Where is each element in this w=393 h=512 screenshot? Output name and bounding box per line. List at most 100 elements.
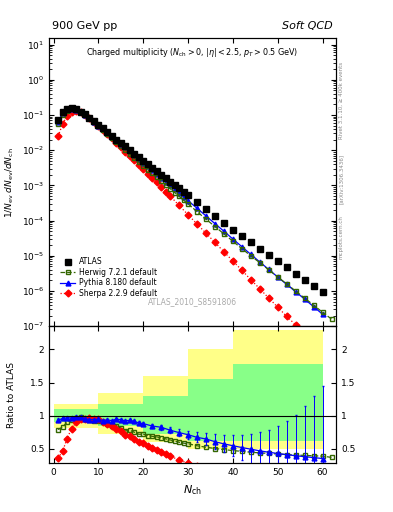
Pythia 8.180 default [69,106,74,112]
Herwig 7.2.1 default [285,281,289,287]
Herwig 7.2.1 default [172,189,177,196]
ATLAS [110,133,114,139]
Text: ATLAS_2010_S8591806: ATLAS_2010_S8591806 [148,297,237,306]
Pythia 8.180 default [172,186,177,193]
Pythia 8.180 default [285,281,289,287]
Herwig 7.2.1 default [159,178,163,184]
Herwig 7.2.1 default [329,316,334,322]
Pythia 8.180 default [257,259,262,265]
Pythia 8.180 default [136,156,141,162]
Text: Charged multiplicity ($N_\mathrm{ch}>0$, $|\eta|<2.5$, $p_T>0.5$ GeV): Charged multiplicity ($N_\mathrm{ch}>0$,… [86,46,299,58]
Line: Sherpa 2.2.9 default: Sherpa 2.2.9 default [56,109,298,327]
Herwig 7.2.1 default [101,127,105,133]
Herwig 7.2.1 default [92,119,96,125]
Pythia 8.180 default [114,137,119,143]
Herwig 7.2.1 default [320,309,325,315]
Sherpa 2.2.9 default [114,140,119,146]
ATLAS [248,240,253,246]
X-axis label: $N_\mathrm{ch}$: $N_\mathrm{ch}$ [183,483,202,497]
ATLAS [105,129,110,135]
ATLAS [231,227,235,233]
Sherpa 2.2.9 default [132,157,137,163]
Sherpa 2.2.9 default [222,249,226,255]
Pythia 8.180 default [119,141,123,147]
ATLAS [177,185,182,191]
Pythia 8.180 default [145,163,150,169]
Herwig 7.2.1 default [110,135,114,141]
Pythia 8.180 default [163,179,168,185]
Sherpa 2.2.9 default [186,211,191,218]
Pythia 8.180 default [83,112,87,118]
Pythia 8.180 default [302,296,307,302]
Pythia 8.180 default [231,236,235,242]
Sherpa 2.2.9 default [266,295,271,301]
Text: 900 GeV pp: 900 GeV pp [52,21,117,31]
ATLAS [222,220,226,226]
Herwig 7.2.1 default [222,231,226,237]
ATLAS [204,206,208,212]
Sherpa 2.2.9 default [65,113,70,119]
Herwig 7.2.1 default [105,131,110,137]
Y-axis label: Ratio to ATLAS: Ratio to ATLAS [7,362,16,428]
ATLAS [101,125,105,132]
Line: Herwig 7.2.1 default: Herwig 7.2.1 default [56,107,334,322]
ATLAS [186,193,191,199]
Herwig 7.2.1 default [266,267,271,273]
Pythia 8.180 default [154,171,159,177]
Text: mcplots.cern.ch: mcplots.cern.ch [339,215,344,259]
Text: Soft QCD: Soft QCD [283,21,333,31]
Sherpa 2.2.9 default [136,162,141,168]
Herwig 7.2.1 default [145,166,150,173]
ATLAS [87,115,92,121]
Herwig 7.2.1 default [257,260,262,266]
ATLAS [114,137,119,143]
ATLAS [65,106,70,113]
Pythia 8.180 default [141,160,146,166]
Pythia 8.180 default [96,122,101,129]
ATLAS [168,179,173,185]
Herwig 7.2.1 default [119,143,123,150]
ATLAS [239,233,244,239]
ATLAS [127,147,132,153]
ATLAS [293,271,298,277]
Pythia 8.180 default [186,198,191,204]
Sherpa 2.2.9 default [92,119,96,125]
Pythia 8.180 default [248,251,253,258]
Sherpa 2.2.9 default [101,127,105,133]
Sherpa 2.2.9 default [239,267,244,273]
Herwig 7.2.1 default [239,246,244,252]
Sherpa 2.2.9 default [159,184,163,190]
Herwig 7.2.1 default [163,182,168,188]
Sherpa 2.2.9 default [141,166,146,172]
Pythia 8.180 default [60,110,65,116]
Pythia 8.180 default [195,205,199,211]
Herwig 7.2.1 default [132,155,137,161]
Pythia 8.180 default [159,175,163,181]
Herwig 7.2.1 default [87,115,92,121]
Sherpa 2.2.9 default [293,322,298,328]
ATLAS [163,175,168,181]
Sherpa 2.2.9 default [231,258,235,264]
Sherpa 2.2.9 default [69,109,74,115]
Herwig 7.2.1 default [154,174,159,180]
Sherpa 2.2.9 default [257,286,262,292]
Herwig 7.2.1 default [181,197,186,203]
ATLAS [320,289,325,295]
Pythia 8.180 default [78,109,83,115]
Herwig 7.2.1 default [73,107,78,113]
Herwig 7.2.1 default [114,139,119,145]
Sherpa 2.2.9 default [119,144,123,150]
ATLAS [145,161,150,167]
Sherpa 2.2.9 default [105,131,110,137]
Herwig 7.2.1 default [204,216,208,222]
Herwig 7.2.1 default [65,108,70,114]
Herwig 7.2.1 default [311,302,316,308]
Herwig 7.2.1 default [150,170,154,177]
Herwig 7.2.1 default [186,201,191,207]
Pythia 8.180 default [127,148,132,155]
ATLAS [123,143,128,150]
Sherpa 2.2.9 default [150,175,154,181]
Sherpa 2.2.9 default [154,179,159,185]
Pythia 8.180 default [123,144,128,151]
Sherpa 2.2.9 default [78,110,83,116]
